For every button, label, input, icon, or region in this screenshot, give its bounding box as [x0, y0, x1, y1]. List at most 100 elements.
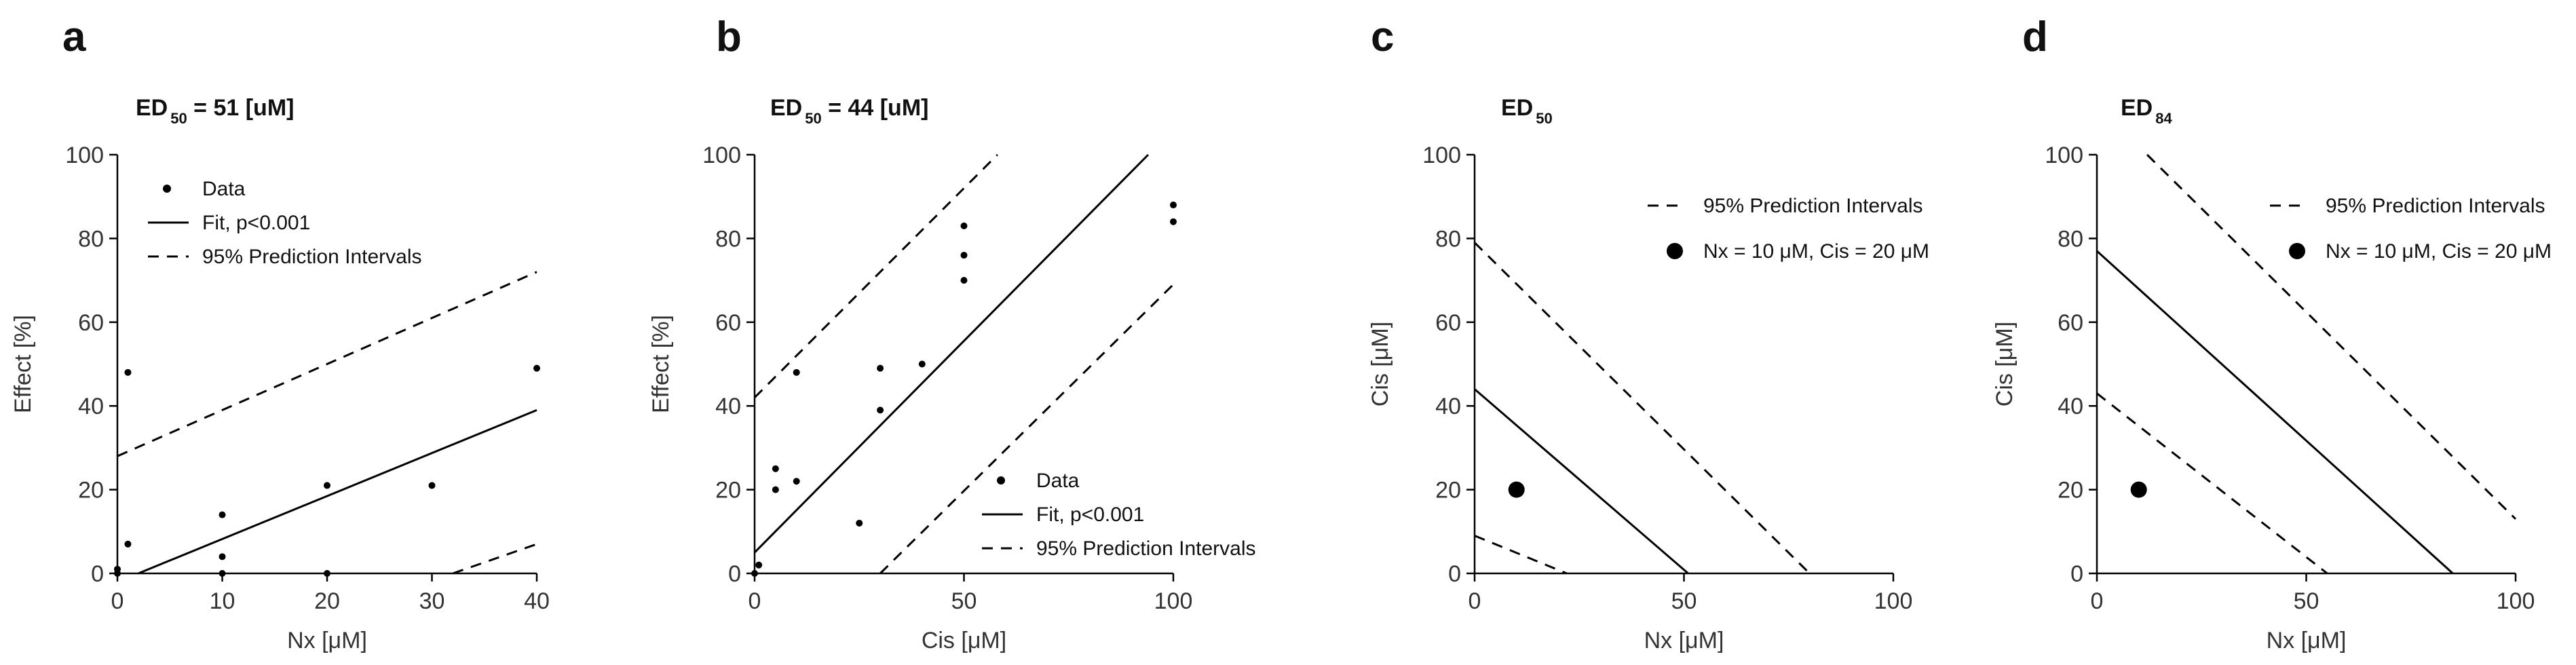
data-point [772, 465, 779, 472]
panel-d: d ED 84 0 20 40 60 80 100 0 50 100 Nx [μM] Cis [μM] 95… [1992, 14, 2552, 653]
data-point [793, 368, 800, 376]
y-axis-label: Cis [μM] [1992, 322, 2018, 406]
x-tick-label: 0 [2091, 588, 2104, 614]
x-axis-label: Nx [μM] [2267, 628, 2347, 653]
chart-title: ED 84 [2121, 95, 2172, 127]
data-point [219, 570, 226, 577]
x-tick-label: 0 [749, 588, 761, 614]
legend-data-marker [997, 476, 1005, 484]
y-tick-label: 80 [2058, 226, 2083, 252]
title-subscript: 50 [1536, 110, 1552, 127]
data-point [124, 540, 132, 548]
data-point [877, 364, 884, 372]
y-tick-label: 60 [78, 310, 104, 336]
y-axis-label: Effect [%] [648, 315, 674, 413]
x-tick-label: 20 [314, 588, 340, 614]
x-tick-label: 10 [210, 588, 235, 614]
legend-label-point: Nx = 10 μM, Cis = 20 μM [1703, 240, 1929, 263]
panel-a: a ED 50 = 51 [uM] 0 20 40 60 80 100 0 10 20 30 40 Nx [… [10, 14, 550, 653]
x-tick-label: 40 [524, 588, 550, 614]
legend-label-pi: 95% Prediction Intervals [202, 246, 422, 268]
prediction-interval-lower [1474, 535, 1568, 575]
panel-letter: b [716, 14, 742, 60]
y-tick-label: 0 [1448, 561, 1461, 587]
legend-point-marker [2289, 243, 2305, 259]
data-point [960, 277, 968, 284]
fit-line [2096, 250, 2454, 575]
prediction-interval-upper [753, 153, 998, 398]
x-tick-label: 30 [419, 588, 445, 614]
legend-label-fit: Fit, p<0.001 [202, 212, 310, 234]
fit-line [138, 408, 537, 575]
y-tick-label: 0 [91, 561, 104, 587]
legend-label-data: Data [1036, 470, 1080, 492]
chart-title: ED 50 = 44 [uM] [770, 95, 928, 127]
y-tick-label: 20 [78, 478, 104, 504]
y-tick-label: 0 [2070, 561, 2083, 587]
y-tick-label: 40 [1435, 394, 1461, 419]
x-tick-label: 100 [1874, 588, 1913, 614]
chart-title: ED 50 [1501, 95, 1553, 127]
prediction-interval-upper [1473, 242, 1811, 575]
x-tick-label: 50 [951, 588, 977, 614]
prediction-interval-lower [2096, 392, 2328, 575]
legend-label-fit: Fit, p<0.001 [1036, 504, 1144, 526]
y-tick-label: 80 [1435, 226, 1461, 252]
y-tick-label: 20 [1435, 478, 1461, 504]
legend-data-marker [163, 185, 171, 193]
panel-letter: d [2022, 14, 2048, 60]
y-tick-label: 20 [2058, 478, 2083, 504]
combination-point [2130, 481, 2147, 498]
prediction-interval-upper [117, 271, 537, 457]
data-point [124, 368, 132, 376]
y-tick-label: 100 [1422, 142, 1461, 168]
legend-point-marker [1667, 243, 1683, 259]
data-point [755, 561, 763, 569]
y-tick-label: 100 [702, 142, 741, 168]
title-main-text: ED [770, 95, 802, 121]
title-main-text: ED [1501, 95, 1533, 121]
y-tick-label: 100 [65, 142, 104, 168]
title-subscript: 50 [805, 110, 821, 127]
x-axis-label: Cis [μM] [922, 628, 1006, 653]
panel-letter: a [62, 14, 86, 60]
data-point [877, 406, 884, 414]
title-suffix: = 51 [uM] [187, 95, 295, 121]
x-tick-label: 0 [111, 588, 124, 614]
data-point [751, 570, 758, 577]
title-subscript: 50 [170, 110, 187, 127]
y-axis-label: Cis [μM] [1367, 322, 1393, 406]
x-tick-label: 50 [1671, 588, 1697, 614]
y-tick-label: 40 [2058, 394, 2083, 419]
fit-line [753, 153, 1150, 554]
y-tick-label: 20 [715, 478, 741, 504]
data-point [918, 360, 926, 368]
data-point [219, 511, 226, 518]
title-subscript: 84 [2155, 110, 2172, 127]
y-tick-label: 0 [728, 561, 741, 587]
y-tick-label: 60 [2058, 310, 2083, 336]
data-point [324, 570, 330, 577]
legend-label-pi: 95% Prediction Intervals [1703, 195, 1923, 217]
data-point [856, 519, 863, 527]
x-axis-label: Nx [μM] [1644, 628, 1724, 653]
data-point [1170, 202, 1177, 209]
data-point [960, 222, 968, 229]
y-tick-label: 40 [715, 394, 741, 419]
y-tick-label: 40 [78, 394, 104, 419]
x-tick-label: 50 [2294, 588, 2319, 614]
y-tick-label: 80 [78, 226, 104, 252]
data-point [960, 252, 968, 259]
data-point [324, 482, 330, 489]
combination-point [1508, 481, 1525, 498]
y-tick-label: 80 [715, 226, 741, 252]
y-tick-label: 100 [2045, 142, 2083, 168]
data-point [1170, 218, 1177, 225]
prediction-interval-lower [452, 543, 537, 575]
x-tick-label: 100 [1154, 588, 1193, 614]
x-tick-label: 0 [1469, 588, 1481, 614]
legend-label-point: Nx = 10 μM, Cis = 20 μM [2326, 240, 2552, 263]
